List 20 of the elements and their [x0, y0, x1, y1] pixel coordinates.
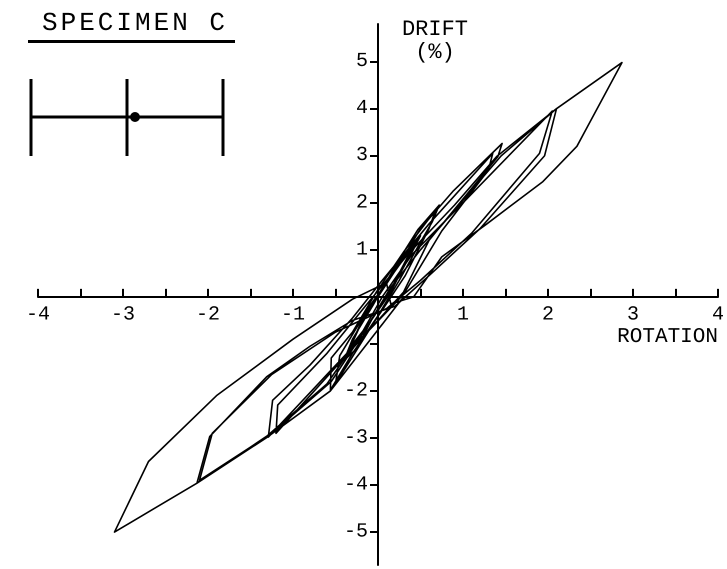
y-tick-label: -4 — [344, 474, 368, 497]
y-tick-label: 5 — [356, 50, 368, 74]
x-tick-label: 4 — [712, 303, 724, 326]
x-tick-label: -1 — [280, 303, 306, 326]
y-tick-label: -5 — [344, 520, 368, 544]
x-tick-label: 2 — [542, 303, 554, 326]
y-tick-label: -2 — [344, 379, 368, 402]
y-tick-label: 3 — [356, 144, 368, 168]
x-tick-label: 3 — [626, 303, 640, 326]
x-tick-label: 1 — [456, 303, 470, 326]
chart-title: SPECIMEN C — [28, 8, 236, 43]
x-tick-label: -3 — [110, 303, 136, 326]
y-tick-label: 4 — [356, 97, 368, 120]
y-tick-label: 2 — [356, 191, 368, 214]
x-axis-title: ROTATION — [617, 326, 718, 349]
y-axis-title: DRIFT (%) — [402, 17, 468, 65]
y-tick-label: 1 — [356, 238, 368, 262]
x-tick-label: -4 — [26, 303, 50, 326]
x-tick-label: -2 — [196, 303, 220, 326]
y-tick-label: -3 — [344, 426, 368, 450]
